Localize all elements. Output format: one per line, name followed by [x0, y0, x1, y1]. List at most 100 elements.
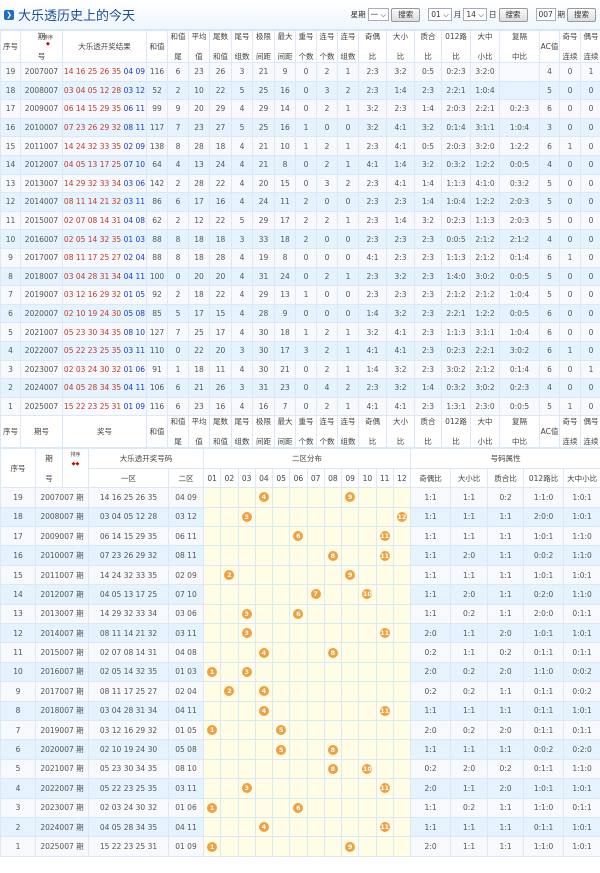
- table-row: 2 2024007 期 04 05 28 34 35 04 11 4 11 1:1 1:1 1:…: [0, 816, 600, 838]
- number-ball: 2: [224, 570, 235, 581]
- column-header-label: 和值: [213, 437, 228, 447]
- dist-cell: [375, 487, 394, 508]
- number-ball: 11: [379, 705, 390, 716]
- cell: 4:1: [386, 117, 415, 138]
- dist-cell: [340, 584, 360, 605]
- cell: 2010007: [20, 117, 63, 138]
- cell: 2: [316, 359, 338, 380]
- column-header: 尾号 组数: [231, 415, 253, 449]
- attr-cell: 1:1: [450, 778, 489, 799]
- cell: 0: [337, 247, 359, 268]
- attr-cell: 2:0: [450, 584, 489, 605]
- week-search-button[interactable]: 搜索: [391, 7, 421, 22]
- dist-cell: 8: [323, 758, 343, 780]
- cell: 2: [316, 154, 338, 175]
- back-numbers: 01 03: [123, 234, 146, 244]
- cell: 1:0:4: [470, 80, 500, 101]
- cell: 20: [209, 266, 232, 287]
- cell: 24: [252, 192, 275, 212]
- cell: 2: [167, 285, 189, 305]
- column-header-label: 尾号: [234, 32, 250, 41]
- cell: 3:0:2: [499, 340, 540, 361]
- sort-button[interactable]: 排序: [43, 35, 54, 41]
- cell: 4:1: [358, 247, 387, 268]
- table-row: 5 2021007 期 05 23 30 34 35 08 10 8 10 0:2 2:0 0:…: [0, 758, 600, 780]
- cell: 4: [231, 99, 253, 119]
- cell: 05 22 23 25 35 03 11: [62, 340, 147, 361]
- dist-cell: 11: [375, 700, 394, 721]
- dist-cell: [289, 816, 308, 838]
- front-numbers: 05 22 23 25 35: [63, 346, 122, 356]
- month-select[interactable]: 01 ⌵: [428, 8, 452, 21]
- column-header-label: 比: [368, 437, 377, 447]
- column-header-label: 偶号: [583, 32, 599, 41]
- sort-button[interactable]: 排序 ◆◆: [62, 448, 89, 489]
- column-header-label: 尾数: [213, 417, 228, 427]
- col-zone1: 一区: [88, 467, 169, 489]
- attr-cell: 1:1:0: [563, 545, 600, 566]
- dist-cell: [306, 506, 325, 528]
- cell: 2:3: [386, 247, 415, 268]
- cell: 52: [146, 80, 168, 101]
- date-search-button[interactable]: 搜索: [498, 7, 528, 22]
- cell: 04 05 28 34 35 04 11: [62, 378, 147, 398]
- cell: 1: [295, 136, 317, 156]
- issue-search-button[interactable]: 搜索: [567, 7, 596, 22]
- column-header: 期号 排序 ◆: [20, 30, 63, 63]
- column-header-label: 间距: [277, 52, 293, 61]
- issue-suffix: 期: [76, 512, 84, 522]
- dist-cell: [220, 700, 239, 721]
- front-numbers: 03 04 28 31 34: [63, 271, 122, 281]
- cell: 04 05 13 17 25 07 10: [62, 154, 147, 175]
- cell: 1: [580, 62, 600, 82]
- cell: 0: [295, 173, 317, 194]
- issue-number: 2016007: [40, 667, 74, 677]
- cell: 1: [337, 99, 359, 119]
- issue-suffix: 期: [76, 570, 84, 580]
- cell: 6: [167, 192, 189, 212]
- cell: 0: [559, 80, 581, 101]
- seq-cell: 7: [0, 719, 36, 741]
- dist-cell: [358, 642, 377, 663]
- cell: 9: [274, 62, 296, 82]
- cell: 23: [188, 117, 210, 138]
- cell: 13: [0, 173, 21, 194]
- cell: 5: [539, 80, 560, 101]
- table-row: 10 2016007 期 02 05 14 32 35 01 03 1 3 2:0 0:2 2:…: [0, 661, 600, 683]
- dist-col-02: 02: [220, 467, 239, 489]
- cell: 5: [539, 285, 560, 305]
- seq-cell: 10: [0, 661, 36, 683]
- dist-cell: 8: [323, 642, 343, 663]
- issue-input[interactable]: 007: [535, 8, 556, 21]
- cell: 127: [146, 322, 168, 342]
- dist-cell: [202, 487, 222, 508]
- cell: 1: [295, 117, 317, 138]
- cell: 8: [274, 247, 296, 268]
- cell: 1: [559, 247, 581, 268]
- day-select[interactable]: 14 ⌵: [463, 8, 487, 21]
- week-select[interactable]: 一 ⌵: [367, 8, 390, 21]
- attr-cell: 2:0: [410, 661, 452, 683]
- dist-cell: [271, 487, 291, 508]
- cell: 0: [316, 192, 338, 212]
- attr-cell: 0:2: [487, 487, 525, 508]
- zone1-cell: 05 23 30 34 35: [88, 758, 169, 780]
- cell: 17: [0, 99, 21, 119]
- number-ball: 11: [379, 550, 390, 561]
- dist-cell: [220, 603, 239, 625]
- cell: 23: [188, 396, 210, 417]
- issue-number: 2020007: [40, 745, 74, 755]
- dist-cell: [375, 758, 394, 780]
- table-row: 8 2018007 03 04 28 31 34 04 11 100 0 20 20 4 31 2…: [0, 266, 600, 287]
- number-ball: 11: [379, 783, 390, 794]
- attr-cell: 1:1: [450, 642, 489, 663]
- dist-cell: [392, 739, 412, 760]
- dist-cell: 10: [358, 584, 377, 605]
- number-ball: 10: [362, 589, 373, 600]
- cell: 03 04 28 31 34 04 11: [62, 266, 147, 287]
- sort-arrows-icon: ◆◆: [71, 461, 80, 468]
- column-header: 和值: [146, 30, 168, 63]
- back-numbers: 03 12: [123, 85, 146, 95]
- cell: 2: [316, 210, 338, 231]
- dist-cell: [392, 564, 412, 586]
